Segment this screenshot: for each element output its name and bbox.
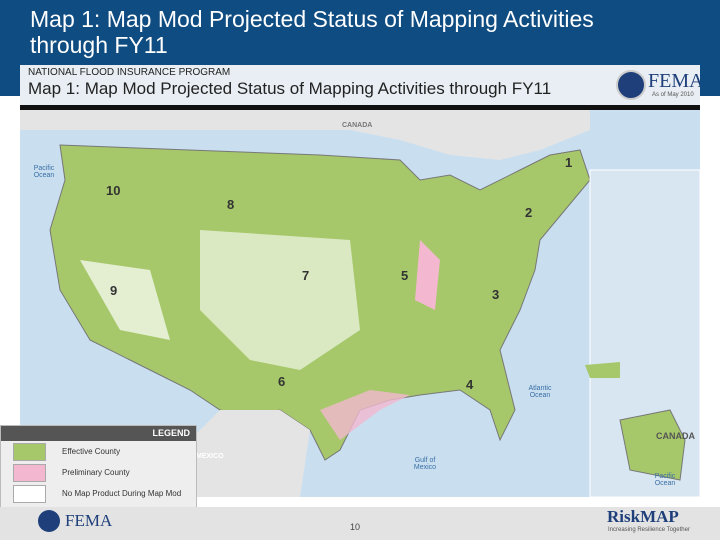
region-9: 9 [110,283,118,298]
riskmap-tagline: Increasing Resilience Together [608,527,690,533]
dhs-seal-icon [616,70,646,100]
label-gulf-of-mexico: Gulf of Mexico [413,457,437,471]
map-header: NATIONAL FLOOD INSURANCE PROGRAM Map 1: … [20,65,700,105]
no-product-area [80,260,170,340]
region-7: 7 [302,268,310,283]
riskmap-logo: RiskMAP [607,507,679,526]
label-pacific-ocean-inset: Pacific Ocean [654,473,676,487]
puerto-rico-inset [585,362,620,378]
label-canada-inset: CANADA [656,431,695,441]
legend-swatch [13,442,46,461]
preliminary-area [320,390,410,440]
legend: LEGEND Effective County Preliminary Coun… [0,425,197,509]
no-product-area [200,230,360,370]
program-name: NATIONAL FLOOD INSURANCE PROGRAM [28,67,231,78]
as-of-date: As of May 2010 [652,92,694,98]
dhs-seal-icon [38,510,60,532]
region-5: 5 [401,268,409,283]
label-mexico: MEXICO [196,453,224,460]
fema-logo: FEMA [648,70,700,92]
legend-label: Preliminary County [62,468,130,477]
preliminary-area [415,240,440,310]
legend-item-preliminary: Preliminary County [1,462,196,483]
legend-label: Effective County [62,447,121,456]
region-2: 2 [525,205,533,220]
footer-fema-logo: FEMA [38,510,112,532]
slide-title: Map 1: Map Mod Projected Status of Mappi… [30,6,594,58]
legend-title: LEGEND [1,426,196,441]
region-4: 4 [466,377,474,392]
map-title: Map 1: Map Mod Projected Status of Mappi… [28,79,552,98]
label-canada: CANADA [342,122,373,129]
region-10: 10 [106,183,121,198]
region-1: 1 [565,155,573,170]
divider [20,105,700,110]
fema-wordmark: FEMA [65,511,113,530]
region-8: 8 [227,197,235,212]
region-6: 6 [278,374,286,389]
canada-land [20,110,590,160]
legend-swatch [13,484,46,503]
region-3: 3 [492,287,500,302]
label-atlantic-ocean: Atlantic Ocean [528,385,552,399]
alaska-inset [619,409,686,481]
legend-item-no-product: No Map Product During Map Mod [1,483,196,504]
legend-item-effective: Effective County [1,441,196,462]
legend-swatch [13,463,46,482]
page-number: 10 [350,522,361,532]
legend-label: No Map Product During Map Mod [62,489,182,498]
footer [0,507,720,540]
label-pacific-ocean: Pacific Ocean [33,165,55,179]
